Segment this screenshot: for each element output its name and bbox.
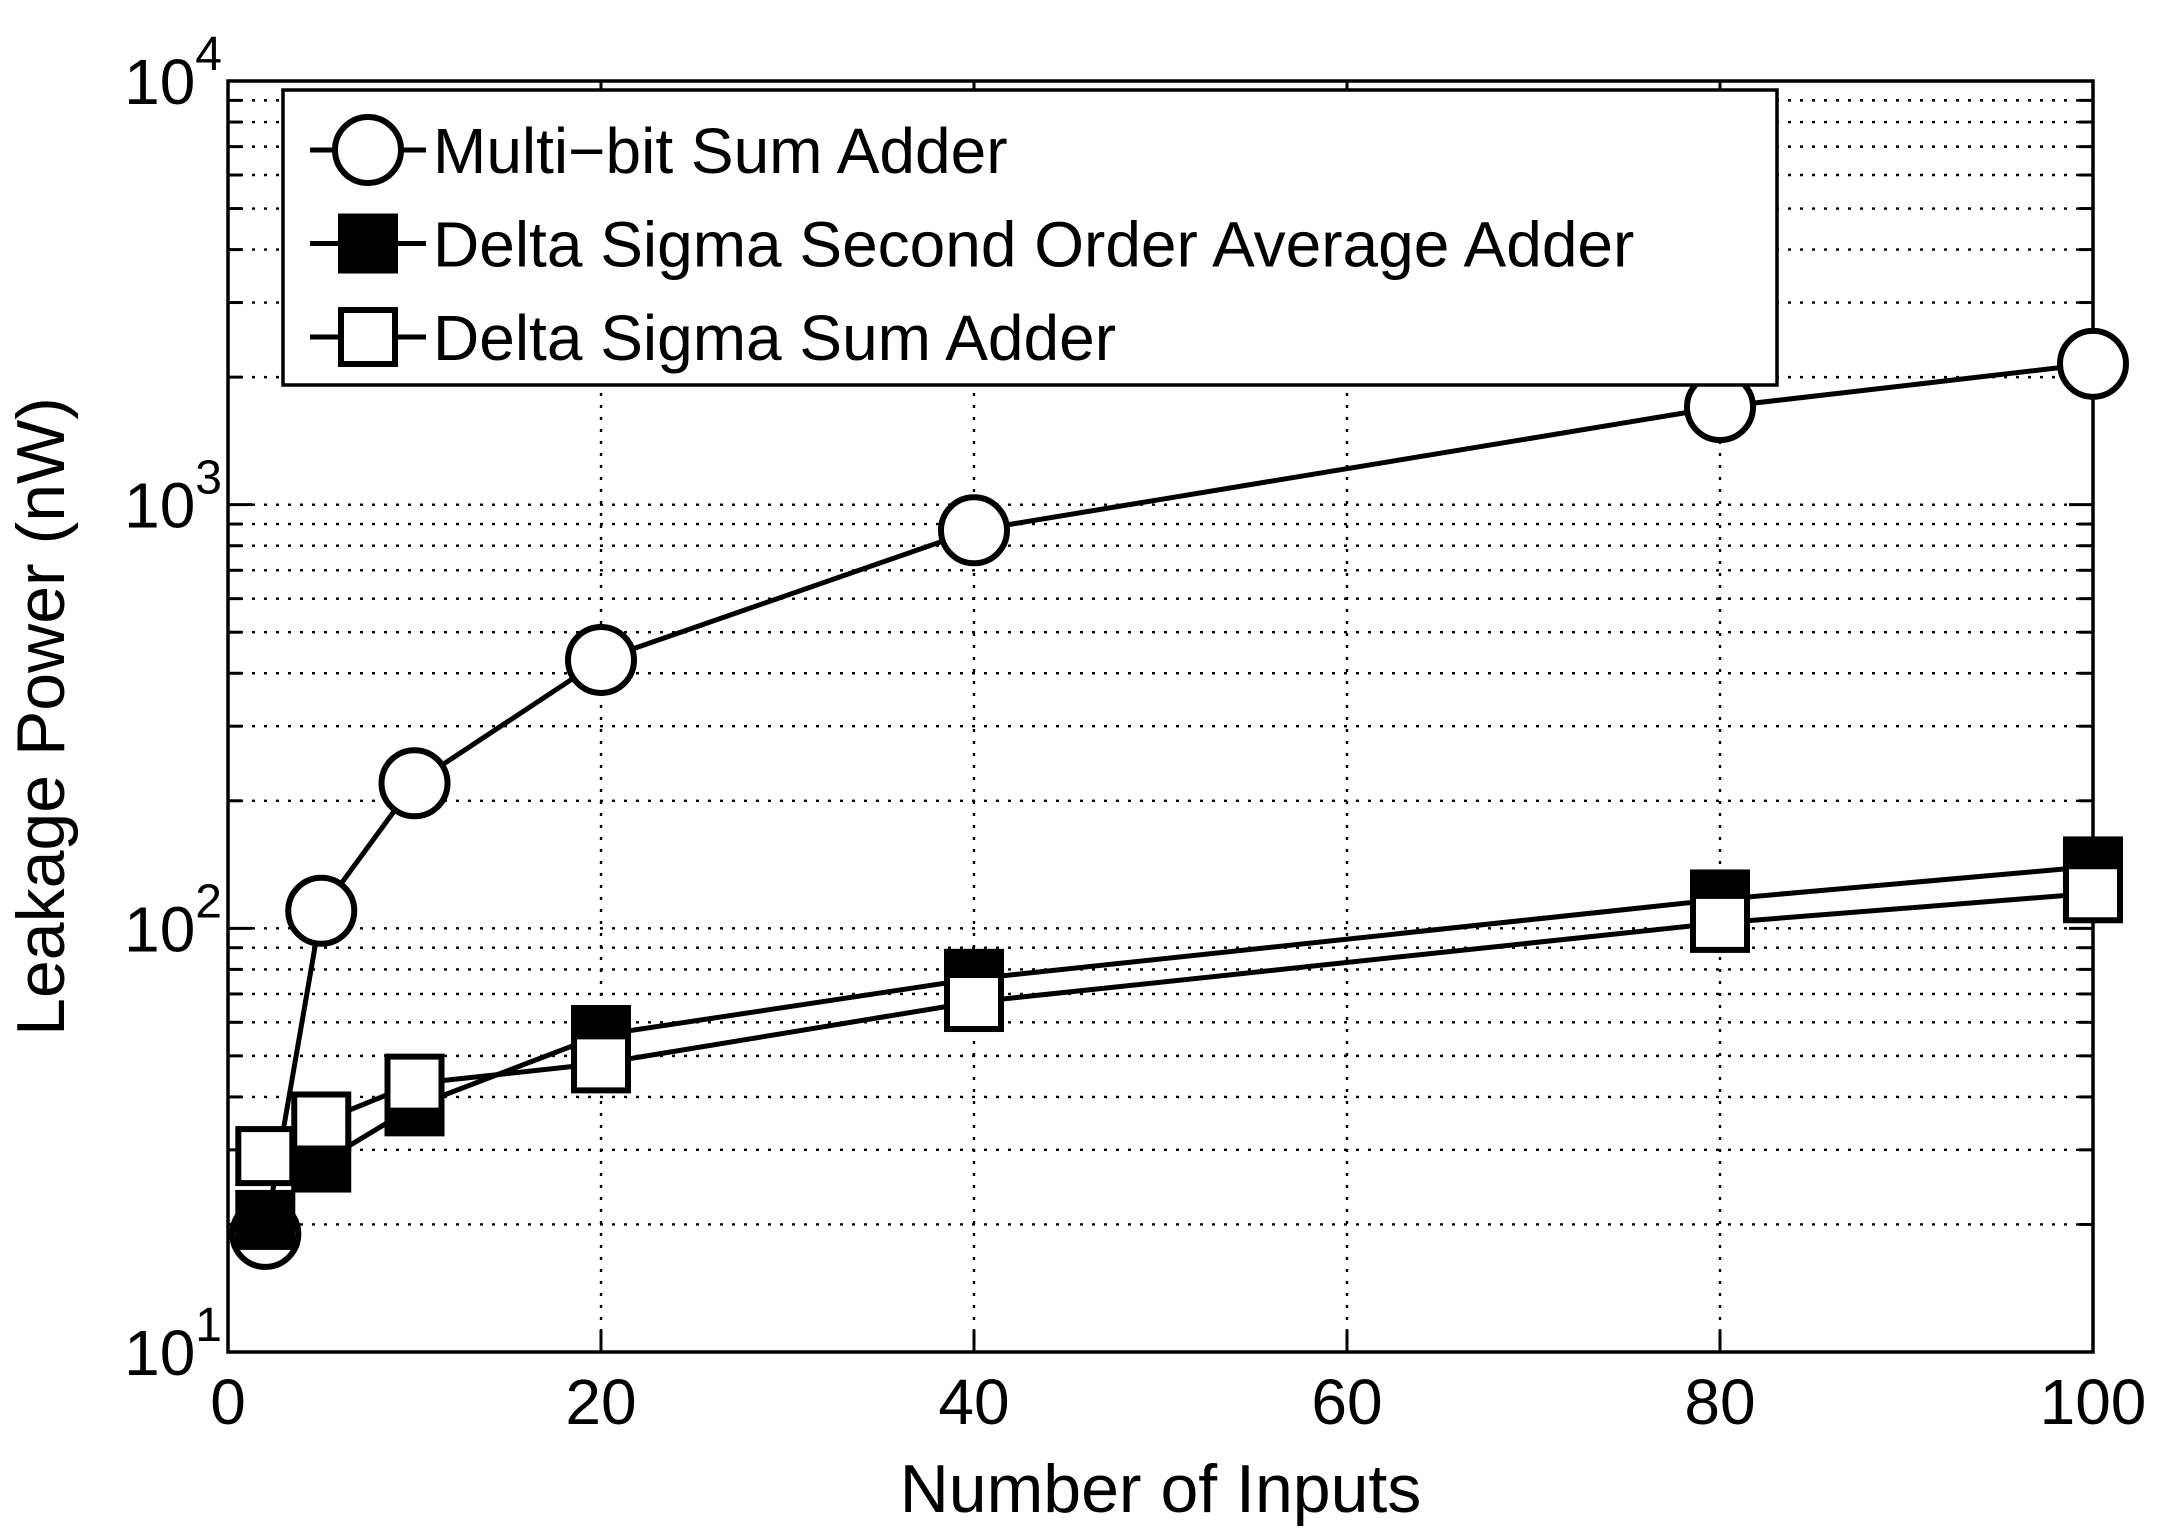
legend-marker — [332, 114, 404, 186]
x-tick-label: 20 — [565, 1366, 636, 1438]
legend-box — [281, 88, 1779, 387]
data-point-marker — [1690, 892, 1750, 953]
legend-marker — [338, 213, 398, 274]
legend-marker — [338, 307, 398, 367]
x-tick-label: 100 — [2040, 1366, 2147, 1438]
data-point-marker — [944, 972, 1004, 1033]
data-point-marker — [378, 747, 451, 820]
data-point-marker — [285, 874, 358, 947]
x-axis-label: Number of Inputs — [900, 1451, 1422, 1527]
legend-entry-label: Delta Sigma Second Order Average Adder — [433, 209, 1634, 281]
data-point-marker — [291, 1091, 352, 1152]
x-tick-label: 0 — [210, 1366, 246, 1438]
data-point-marker — [2063, 863, 2123, 924]
data-point-marker — [2057, 327, 2129, 400]
x-tick-label: 80 — [1684, 1366, 1755, 1438]
legend-entry-label: Multi−bit Sum Adder — [433, 115, 1008, 187]
plot-border — [226, 79, 2095, 1354]
y-tick-label: 104 — [124, 28, 222, 118]
data-point-marker — [235, 1126, 296, 1187]
y-tick-label: 101 — [124, 1299, 222, 1389]
data-point-marker — [565, 623, 637, 696]
x-tick-label: 40 — [938, 1366, 1009, 1438]
x-tick-label: 60 — [1311, 1366, 1382, 1438]
y-tick-label: 102 — [124, 875, 222, 965]
data-point-marker — [384, 1053, 445, 1114]
data-point-marker — [571, 1033, 631, 1094]
y-axis-label: Leakage Power (nW) — [3, 397, 79, 1036]
data-point-marker — [235, 1189, 296, 1250]
legend-entry-label: Delta Sigma Sum Adder — [433, 302, 1116, 374]
y-tick-label: 103 — [124, 452, 222, 542]
data-point-marker — [938, 494, 1010, 567]
